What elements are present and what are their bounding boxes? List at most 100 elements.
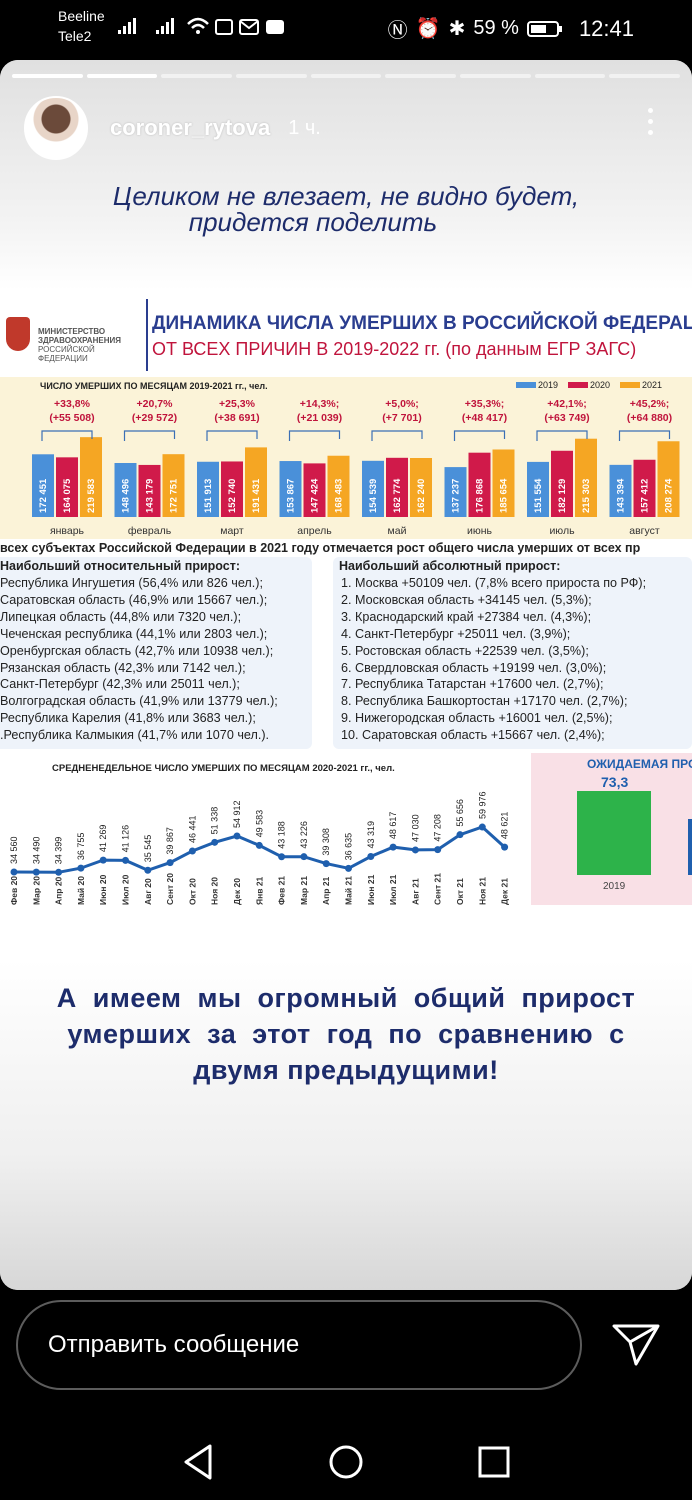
infographic-image: МИНИСТЕРСТВО ЗДРАВООХРАНЕНИЯ РОССИЙСКОЙ … bbox=[0, 295, 692, 907]
legend-swatch bbox=[516, 382, 536, 388]
growth-abs-label: (+48 417) bbox=[462, 412, 507, 424]
story-header: coroner_rytova 1 ч. bbox=[24, 96, 321, 160]
data-point bbox=[278, 853, 286, 861]
x-tick-label: Сент 21 bbox=[433, 873, 443, 905]
category-label: июнь bbox=[467, 525, 493, 537]
relative-list-item: Республика Карелия (41,8% или 3683 чел.)… bbox=[0, 711, 256, 726]
absolute-growth-box: Наибольший абсолютный прирост: 1. Москва… bbox=[333, 557, 692, 749]
username[interactable]: coroner_rytova bbox=[110, 115, 271, 140]
x-tick-label: Апр 21 bbox=[321, 876, 331, 905]
bar bbox=[114, 463, 137, 517]
message-input[interactable]: Отправить сообщение bbox=[16, 1300, 582, 1390]
bar bbox=[527, 461, 549, 517]
data-value-label: 35 545 bbox=[143, 835, 153, 863]
bar-value-label: 215 303 bbox=[581, 479, 592, 513]
bar-value-label: 151 913 bbox=[203, 479, 214, 513]
data-point bbox=[434, 846, 442, 854]
absolute-list: 1. Москва +50109 чел. (7,8% всего прирос… bbox=[341, 575, 646, 744]
bar-value-label: 164 075 bbox=[62, 478, 73, 513]
x-tick-label: Ноя 21 bbox=[477, 877, 487, 905]
x-tick-label: Мар 20 bbox=[31, 876, 41, 905]
bar-value-label: 168 483 bbox=[334, 479, 345, 513]
recents-icon[interactable] bbox=[476, 1442, 512, 1482]
absolute-list-item: 3. Краснодарский край +27384 чел. (4,3%)… bbox=[341, 609, 592, 624]
home-icon[interactable] bbox=[328, 1442, 364, 1482]
growth-pct-label: +5,0%; bbox=[385, 398, 419, 410]
data-point bbox=[166, 859, 174, 867]
send-icon[interactable] bbox=[610, 1322, 662, 1368]
bar bbox=[575, 438, 597, 517]
growth-arrow bbox=[41, 430, 93, 441]
x-tick-label: Мар 21 bbox=[299, 876, 309, 905]
signal-icon bbox=[118, 18, 174, 34]
caption-bottom-line-3: двумя предыдущими! bbox=[193, 1055, 499, 1085]
data-point bbox=[411, 846, 419, 854]
category-label: июль bbox=[549, 525, 575, 537]
caption-bottom-line-1: А имеем мы огромный общий прирост bbox=[56, 983, 636, 1013]
data-value-label: 55 656 bbox=[455, 799, 465, 827]
data-value-label: 48 617 bbox=[388, 812, 398, 840]
caption-bottom-line-2: умерших за этот год по сравнению с bbox=[67, 1019, 625, 1049]
x-tick-label: Дек 21 bbox=[500, 878, 510, 905]
more-options-icon[interactable] bbox=[648, 108, 654, 141]
category-label: апрель bbox=[297, 525, 332, 537]
bar-value-label: 182 129 bbox=[557, 479, 568, 513]
bar bbox=[32, 454, 54, 517]
monthly-deaths-svg: ЧИСЛО УМЕРШИХ ПО МЕСЯЦАМ 2019-2021 гг., … bbox=[32, 380, 680, 537]
story-viewer[interactable]: coroner_rytova 1 ч. Целиком не влезает, … bbox=[0, 60, 692, 1290]
legend-label: 2021 bbox=[642, 380, 662, 390]
data-point bbox=[456, 831, 464, 839]
x-tick-label: Фев 21 bbox=[277, 876, 287, 905]
relative-list-item: Санкт-Петербург (42,3% или 25011 чел.); bbox=[0, 677, 240, 692]
category-label: март bbox=[220, 525, 244, 537]
data-point bbox=[32, 868, 40, 876]
relative-list-item: .Республика Калмыкия (41,7% или 1070 чел… bbox=[0, 728, 270, 743]
data-point bbox=[99, 856, 107, 864]
growth-pct-label: +35,3%; bbox=[465, 398, 504, 410]
progress-segment bbox=[609, 74, 681, 78]
bar-value-label: 137 237 bbox=[451, 479, 462, 513]
bar bbox=[56, 457, 78, 517]
data-point bbox=[478, 823, 486, 831]
bar-value-label: 185 654 bbox=[499, 478, 510, 513]
growth-abs-label: (+64 880) bbox=[627, 412, 672, 424]
bar bbox=[80, 437, 102, 517]
coat-of-arms-icon bbox=[6, 317, 30, 351]
data-point bbox=[389, 843, 397, 851]
x-tick-label: Апр 20 bbox=[54, 876, 64, 905]
data-value-label: 47 030 bbox=[410, 814, 420, 842]
data-value-label: 49 583 bbox=[254, 810, 264, 838]
growth-pct-label: +25,3% bbox=[219, 398, 256, 410]
story-time: 1 ч. bbox=[288, 116, 321, 139]
data-value-label: 48 621 bbox=[500, 812, 510, 840]
progress-segment bbox=[534, 74, 606, 78]
bar bbox=[633, 459, 656, 517]
data-point bbox=[255, 841, 263, 849]
avatar[interactable] bbox=[24, 96, 88, 160]
bar bbox=[221, 461, 243, 517]
x-tick-label: Июл 20 bbox=[121, 874, 131, 905]
bar bbox=[362, 460, 384, 517]
absolute-list-item: 5. Ростовская область +22539 чел. (3,5%)… bbox=[341, 643, 589, 658]
growth-pct-label: +33,8% bbox=[54, 398, 91, 410]
growth-pct-label: +42,1%; bbox=[547, 398, 586, 410]
growth-abs-label: (+63 749) bbox=[544, 412, 589, 424]
data-point bbox=[144, 866, 152, 874]
x-tick-label: Май 20 bbox=[76, 876, 86, 905]
x-tick-label: Май 21 bbox=[344, 876, 354, 905]
relative-list-item: Липецкая область (44,8% или 7320 чел.); bbox=[0, 609, 242, 624]
weekly-deaths-svg: СРЕДНЕНЕДЕЛЬНОЕ ЧИСЛО УМЕРШИХ ПО МЕСЯЦАМ… bbox=[9, 763, 510, 905]
relative-list-item: Рязанская область (42,3% или 7142 чел.); bbox=[0, 660, 246, 675]
absolute-list-item: 7. Республика Татарстан +17600 чел. (2,7… bbox=[341, 677, 604, 692]
relative-list-item: Волгоградская область (41,9% или 13779 ч… bbox=[0, 694, 278, 709]
bar-value-label: 143 179 bbox=[145, 479, 156, 513]
monthly-deaths-chart: ЧИСЛО УМЕРШИХ ПО МЕСЯЦАМ 2019-2021 гг., … bbox=[0, 377, 692, 539]
data-value-label: 36 755 bbox=[76, 833, 86, 861]
back-icon[interactable] bbox=[180, 1442, 216, 1482]
bluetooth-icon: ✱ bbox=[448, 18, 466, 40]
x-tick-label: Янв 21 bbox=[254, 876, 264, 905]
bar bbox=[162, 454, 185, 517]
bar-value-label: 176 868 bbox=[475, 479, 486, 513]
data-value-label: 39 867 bbox=[165, 827, 175, 855]
x-tick-label: Фев 20 bbox=[9, 876, 19, 905]
